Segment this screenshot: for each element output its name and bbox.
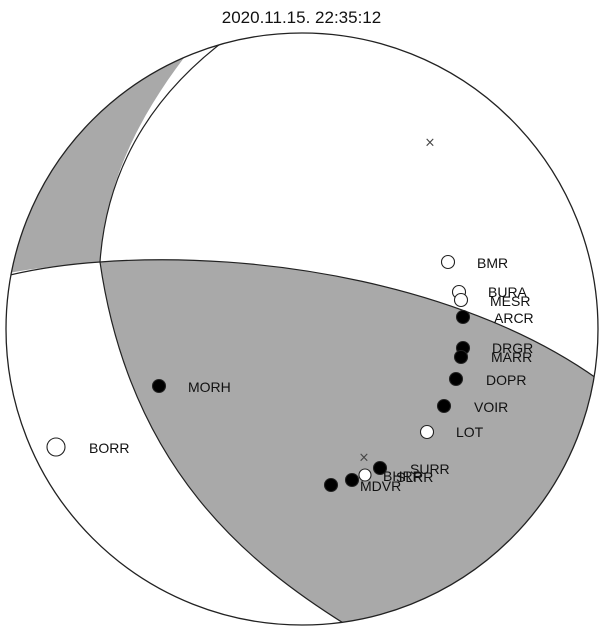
nodal-plane-1 (99, 34, 349, 625)
station-label: SURR (410, 461, 450, 477)
station-label: LOT (456, 424, 484, 440)
station-label: BMR (477, 255, 508, 271)
station-marker-slrr (344, 472, 360, 488)
station-label: DRGR (492, 340, 533, 356)
station-label: DOPR (486, 372, 526, 388)
compressional-quadrant-lower (100, 259, 598, 625)
station-marker-mesr (453, 292, 469, 308)
x-mark-icon: × (359, 451, 370, 466)
station-marker-lot (419, 424, 435, 440)
station-label: ARCR (494, 310, 534, 326)
plot-title: 2020.11.15. 22:35:12 (221, 8, 382, 27)
station-marker-mdvr (323, 477, 339, 493)
station-label: SLRR (396, 469, 433, 485)
station-polarities: BMR BURA MESR ARCR DRGR MARR DOPR VOIR L… (46, 254, 534, 494)
focal-sphere-outline (5, 32, 599, 626)
station-marker-dopr (448, 371, 464, 387)
station-label: BHRR (383, 468, 423, 484)
station-marker-marr (453, 349, 469, 365)
station-label: VOIR (474, 399, 508, 415)
station-label: MARR (491, 349, 532, 365)
station-label: BURA (488, 284, 528, 300)
station-label: MESR (490, 293, 530, 309)
station-marker-bhrr (358, 468, 372, 482)
station-marker-bmr (440, 254, 456, 270)
nodal-plane-2 (9, 259, 598, 384)
station-marker-morh (151, 378, 167, 394)
station-marker-arcr (455, 309, 471, 325)
station-marker-borr (46, 437, 66, 457)
station-marker-voir (436, 398, 452, 414)
station-marker-surr (372, 460, 388, 476)
x-mark-icon: × (425, 136, 436, 151)
station-label: MORH (188, 379, 231, 395)
station-label: BORR (89, 440, 129, 456)
station-label: MDVR (360, 478, 401, 494)
